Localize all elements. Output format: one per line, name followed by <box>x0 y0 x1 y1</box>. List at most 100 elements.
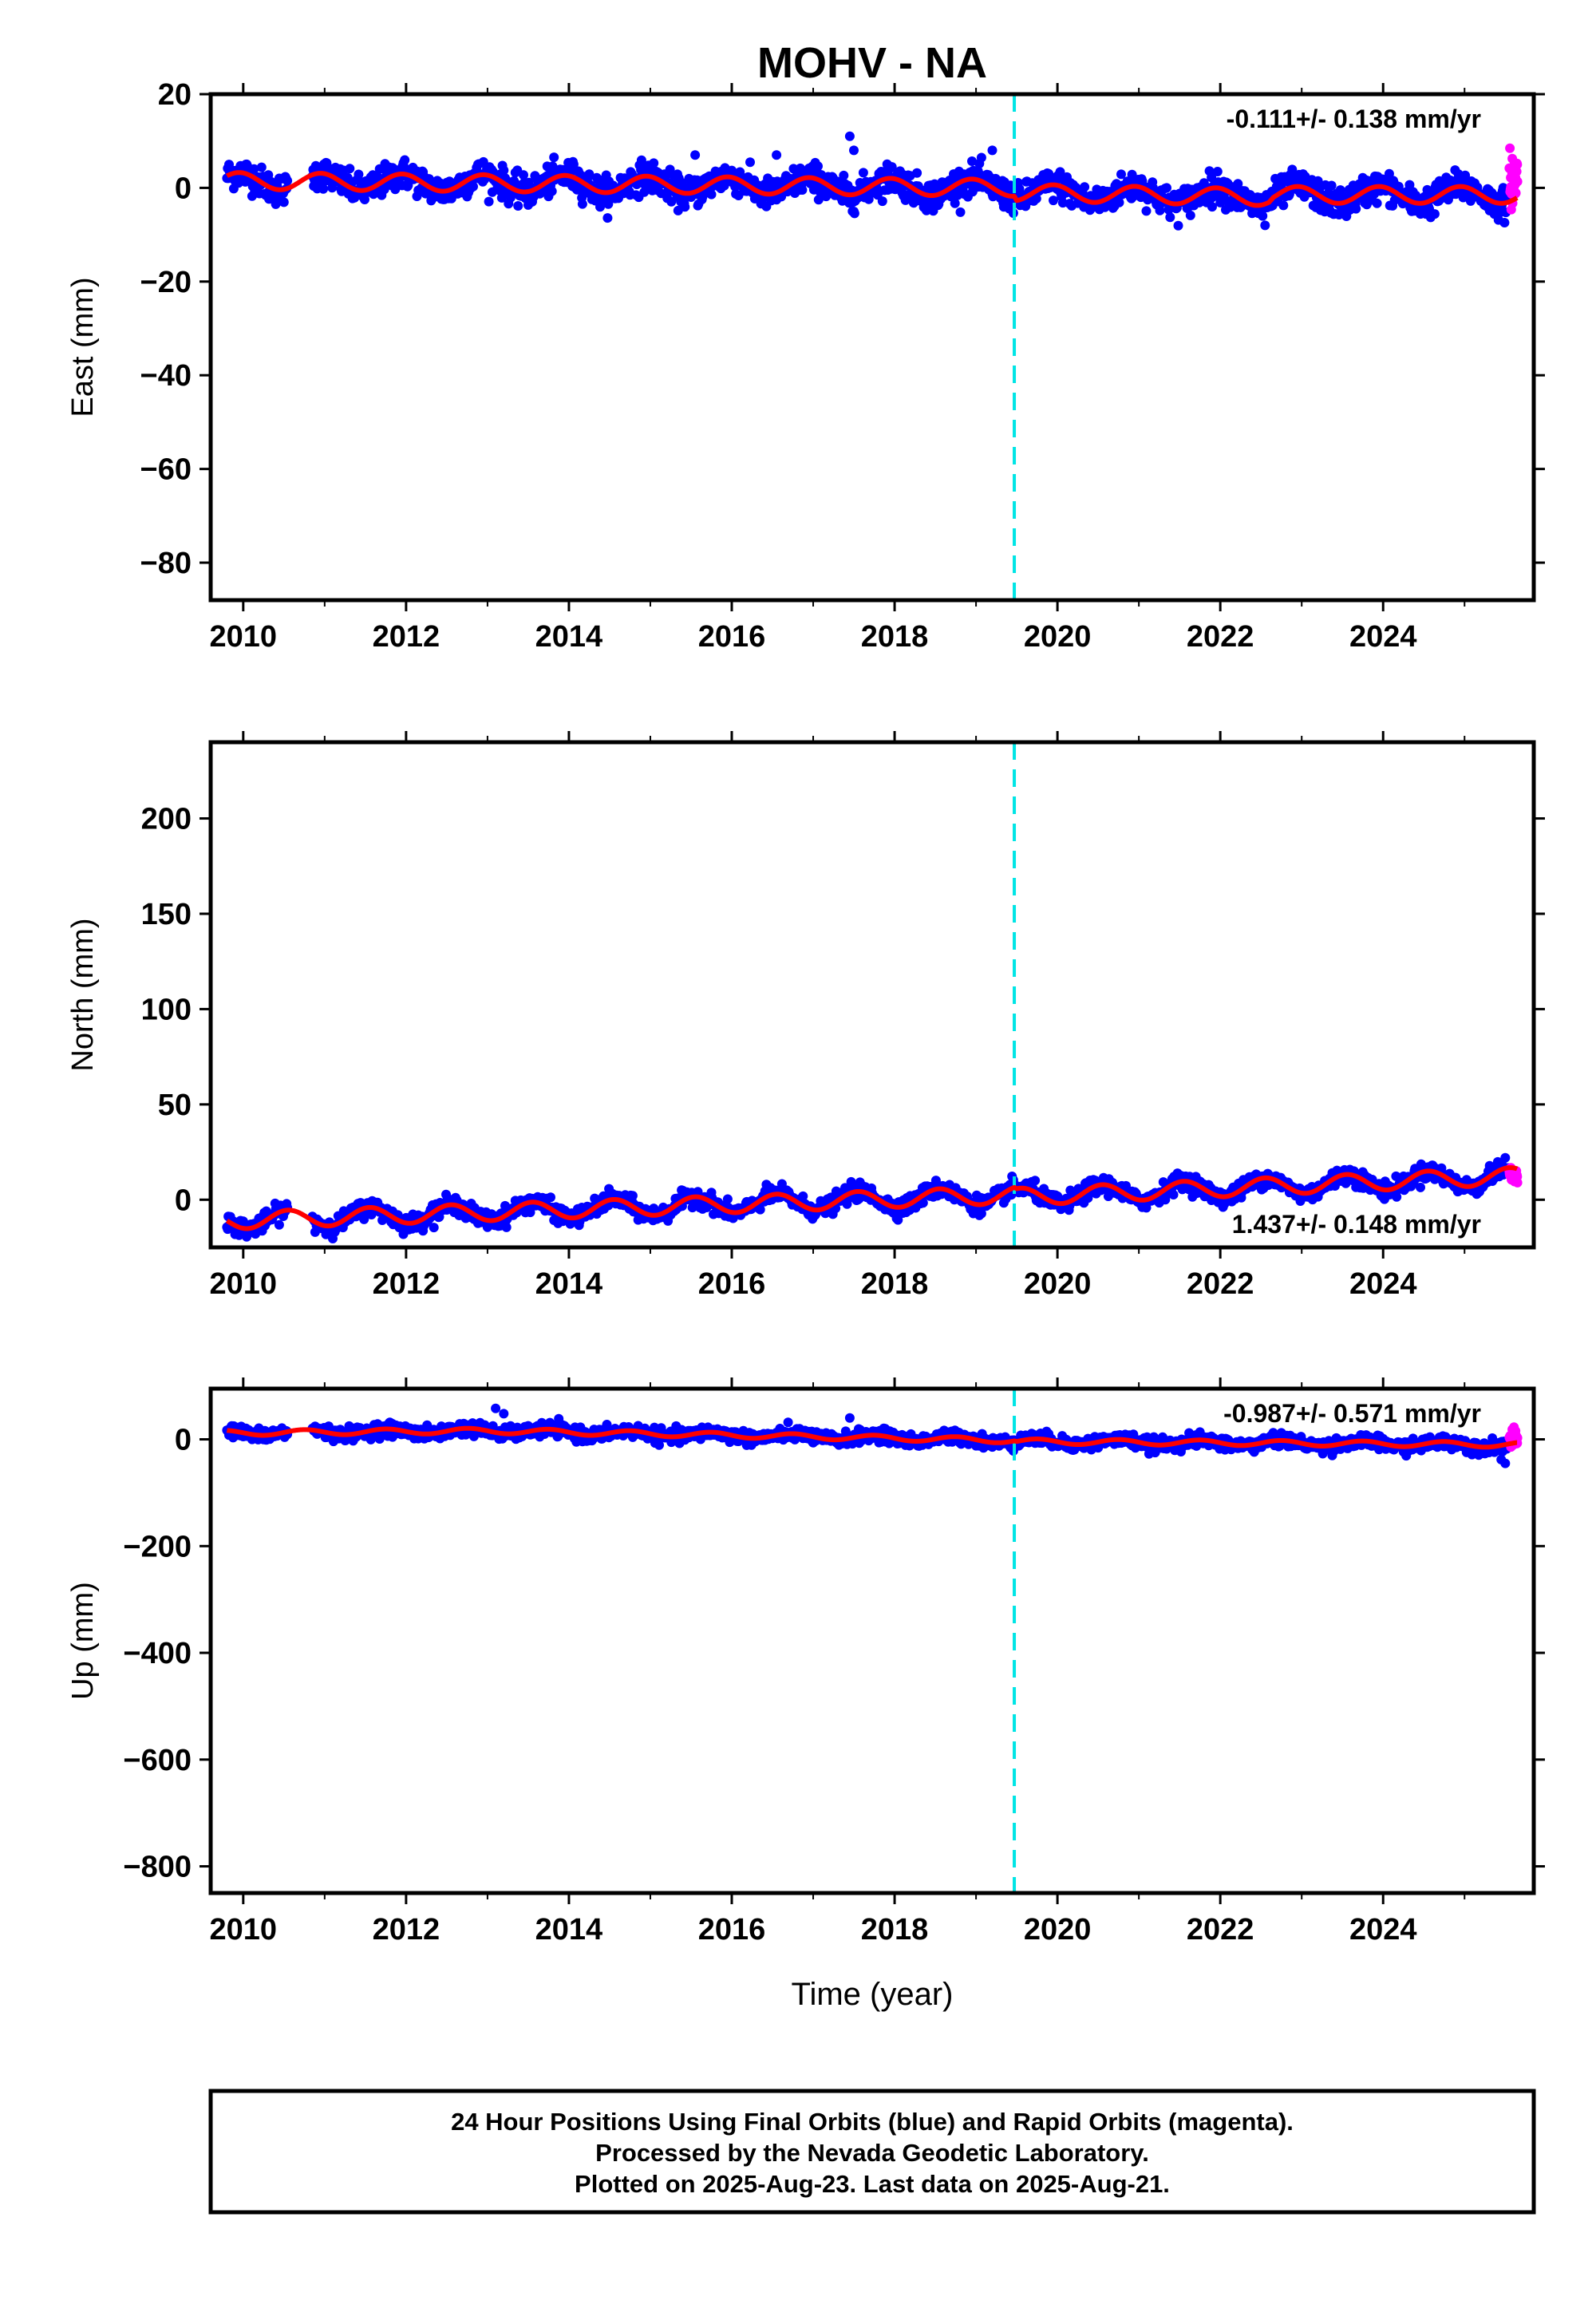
east-rapid-point <box>1512 160 1523 170</box>
east-final-point <box>595 202 605 212</box>
east-final-point <box>1049 196 1058 206</box>
east-final-point <box>327 183 338 193</box>
north-final-point <box>627 1191 638 1201</box>
east-rate-label: -0.111+/- 0.138 mm/yr <box>1227 105 1481 133</box>
east-ytick-label: −40 <box>140 359 192 393</box>
east-final-point <box>1141 206 1152 216</box>
east-final-point <box>549 152 559 163</box>
east-xtick-label: 2018 <box>861 620 929 654</box>
north-final-point <box>1416 1182 1425 1192</box>
east-final-point <box>499 165 509 176</box>
east-final-point <box>602 213 613 223</box>
east-outlier-point <box>690 150 701 160</box>
east-outlier-point <box>849 145 859 156</box>
east-ytick-label: 0 <box>175 172 192 205</box>
east-final-point <box>950 198 960 208</box>
east-final-point <box>1165 212 1175 223</box>
east-outlier-point <box>844 131 855 141</box>
east-final-point <box>1080 182 1090 192</box>
north-xtick-label: 2020 <box>1024 1267 1092 1301</box>
east-final-point <box>1155 205 1165 215</box>
east-ytick-label: 20 <box>158 78 192 112</box>
north-final-point <box>722 1194 733 1204</box>
east-final-point <box>577 199 587 209</box>
east-final-point <box>839 170 849 180</box>
east-final-point <box>1499 218 1510 227</box>
east-final-point <box>1326 180 1337 191</box>
north-rapid-point <box>1512 1177 1523 1188</box>
east-xtick-label: 2010 <box>210 620 278 654</box>
north-ytick-label: 100 <box>141 993 192 1026</box>
east-final-point <box>603 199 614 209</box>
east-data-points <box>222 131 1523 231</box>
north-xtick-label: 2022 <box>1187 1267 1254 1301</box>
north-final-point <box>1168 1190 1179 1199</box>
east-xtick-label: 2022 <box>1187 620 1254 654</box>
east-final-point <box>484 196 494 207</box>
east-xtick-label: 2014 <box>535 620 603 654</box>
north-xtick-label: 2012 <box>373 1267 440 1301</box>
east-final-point <box>745 157 755 168</box>
north-ytick-label: 50 <box>158 1089 192 1122</box>
east-final-point <box>849 208 859 219</box>
north-xtick-label: 2016 <box>698 1267 766 1301</box>
east-outlier-point <box>987 145 998 156</box>
north-xtick-label: 2024 <box>1349 1267 1417 1301</box>
east-xtick-label: 2024 <box>1349 620 1417 654</box>
east-final-point <box>1278 200 1289 211</box>
east-final-point <box>666 196 677 207</box>
east-outlier-point <box>772 150 782 160</box>
east-final-point <box>547 186 557 196</box>
east-final-point <box>400 155 410 165</box>
east-ytick-label: −60 <box>140 453 192 487</box>
north-rate-label: 1.437+/- 0.148 mm/yr <box>1232 1210 1481 1239</box>
north-final-point <box>546 1192 555 1203</box>
east-final-point <box>256 162 267 172</box>
north-final-point <box>1030 1176 1041 1186</box>
east-final-point <box>955 207 966 217</box>
east-final-point <box>1429 209 1440 219</box>
east-final-point <box>1372 198 1382 208</box>
north-ytick-label: 200 <box>141 803 192 836</box>
north-final-point <box>274 1219 284 1230</box>
north-ytick-label: 150 <box>141 898 192 931</box>
east-final-point <box>354 169 364 180</box>
east-final-point <box>519 170 528 180</box>
east-final-point <box>1185 210 1195 220</box>
east-xtick-label: 2020 <box>1024 620 1092 654</box>
east-xtick-label: 2016 <box>698 620 766 654</box>
east-final-point <box>584 169 595 180</box>
east-ytick-label: −20 <box>140 266 192 299</box>
north-ytick-label: 0 <box>175 1184 192 1217</box>
north-outlier-point <box>1500 1152 1511 1163</box>
east-final-point <box>279 197 289 207</box>
north-final-point <box>501 1222 512 1232</box>
north-xtick-label: 2010 <box>210 1267 278 1301</box>
east-final-point <box>813 195 824 205</box>
east-final-point <box>1162 183 1171 193</box>
east-final-point <box>797 185 808 195</box>
east-final-point <box>912 168 922 178</box>
east-final-point <box>345 164 355 174</box>
north-y-axis-label: North (mm) <box>66 918 100 1071</box>
east-final-point <box>877 196 887 207</box>
east-rapid-point <box>1512 176 1523 187</box>
east-final-point <box>360 195 369 204</box>
east-final-point <box>568 159 579 169</box>
east-final-point <box>1212 167 1223 176</box>
east-final-point <box>706 189 717 200</box>
figure-title: MOHV - NA <box>757 39 987 87</box>
east-final-point <box>976 152 986 163</box>
east-final-point <box>813 161 823 172</box>
east-final-point <box>318 184 329 194</box>
east-final-point <box>887 162 897 172</box>
east-final-point <box>858 168 868 178</box>
east-outlier-point <box>1258 211 1268 221</box>
east-y-axis-label: East (mm) <box>66 277 100 417</box>
east-final-point <box>513 201 523 211</box>
east-xtick-label: 2012 <box>373 620 440 654</box>
up-final-point <box>783 1417 793 1428</box>
